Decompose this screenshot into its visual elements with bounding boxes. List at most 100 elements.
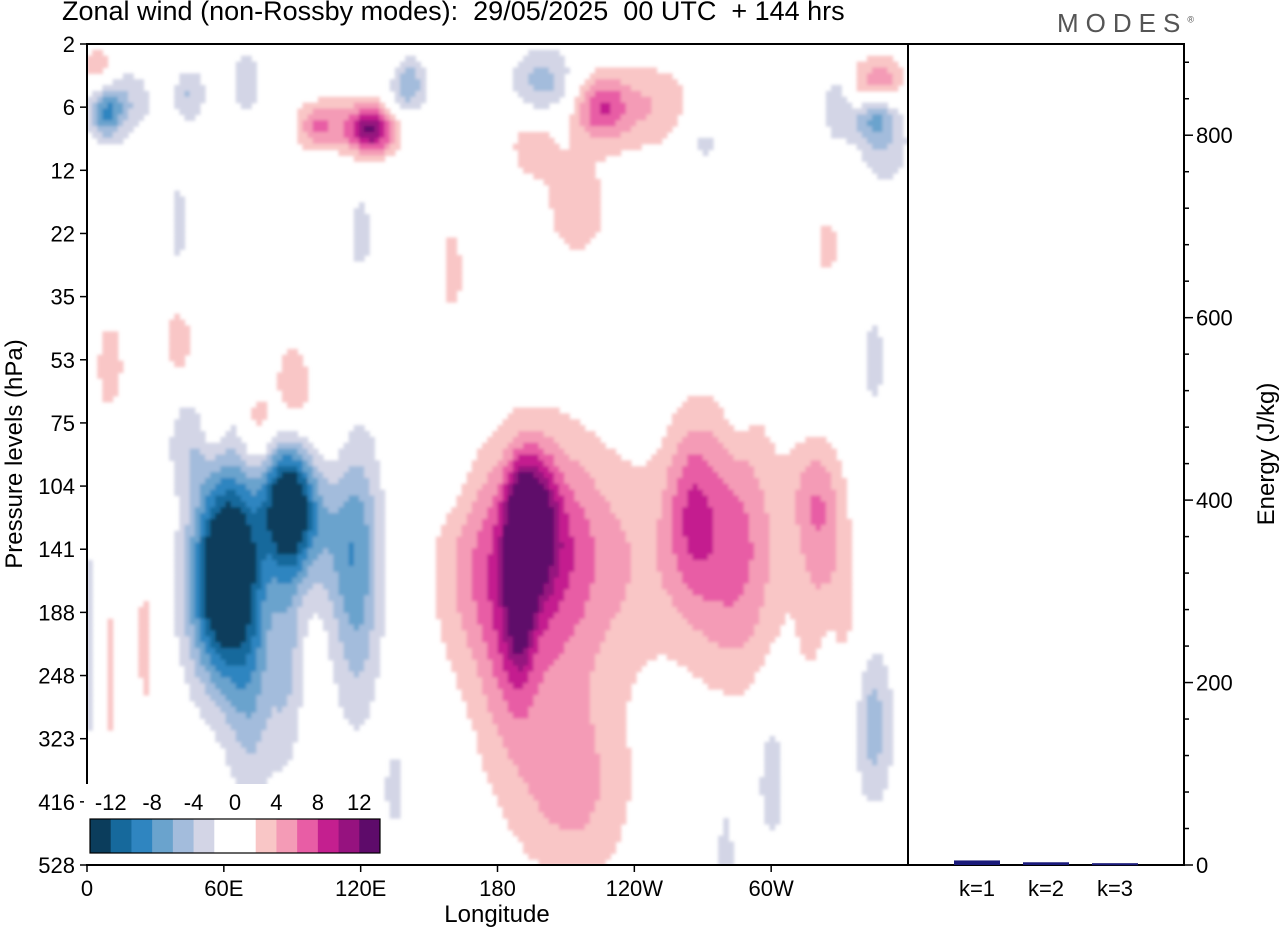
field-cell bbox=[179, 79, 201, 86]
field-cell bbox=[764, 495, 796, 503]
field-cell bbox=[276, 706, 283, 714]
field-cell bbox=[179, 507, 191, 514]
field-cell bbox=[174, 237, 186, 244]
field-cell bbox=[251, 530, 273, 538]
field-cell bbox=[872, 389, 878, 397]
field-cell bbox=[189, 560, 196, 567]
field-cell bbox=[333, 560, 350, 567]
field-cell bbox=[210, 530, 252, 538]
field-cell bbox=[323, 548, 329, 555]
field-cell bbox=[400, 61, 422, 69]
field-cell bbox=[199, 483, 216, 491]
field-cell bbox=[866, 730, 883, 737]
field-cell bbox=[261, 612, 273, 620]
field-cell bbox=[369, 583, 375, 590]
field-cell bbox=[374, 501, 386, 508]
field-cell bbox=[174, 313, 180, 321]
field-cell bbox=[353, 554, 370, 561]
field-cell bbox=[502, 483, 509, 491]
field-cell bbox=[97, 372, 119, 379]
field-cell bbox=[594, 665, 642, 673]
field-cell bbox=[343, 712, 370, 719]
field-cell bbox=[872, 126, 883, 133]
field-cell bbox=[297, 126, 304, 133]
field-cell bbox=[307, 477, 319, 485]
field-cell bbox=[548, 67, 570, 74]
field-cell bbox=[620, 79, 678, 86]
field-cell bbox=[507, 648, 514, 655]
field-cell bbox=[677, 565, 750, 573]
field-cell bbox=[836, 501, 848, 508]
field-cell bbox=[476, 671, 493, 678]
field-cell bbox=[594, 806, 627, 813]
field-cell bbox=[97, 108, 103, 115]
field-cell bbox=[451, 665, 478, 673]
field-cell bbox=[256, 665, 268, 673]
field-cell bbox=[189, 606, 196, 614]
field-cell bbox=[189, 536, 201, 544]
field-cell bbox=[523, 683, 540, 690]
field-cell bbox=[861, 694, 868, 702]
energy-tick-label: 800 bbox=[1196, 123, 1233, 148]
field-cell bbox=[179, 108, 201, 115]
field-cell bbox=[374, 519, 386, 526]
field-cell bbox=[435, 601, 458, 608]
field-cell bbox=[235, 61, 257, 69]
field-cell bbox=[497, 483, 504, 491]
field-cell bbox=[476, 495, 493, 503]
field-cell bbox=[677, 448, 729, 456]
field-cell bbox=[502, 636, 514, 643]
field-cell bbox=[384, 126, 391, 133]
field-cell bbox=[266, 519, 309, 526]
field-cell bbox=[512, 67, 535, 74]
field-cell bbox=[348, 612, 365, 620]
field-cell bbox=[205, 583, 252, 590]
field-cell bbox=[512, 648, 524, 655]
field-cell bbox=[723, 477, 760, 485]
field-cell bbox=[810, 460, 822, 467]
field-cell bbox=[820, 524, 837, 532]
field-cell bbox=[528, 788, 601, 796]
field-cell bbox=[189, 472, 211, 479]
field-cell bbox=[400, 73, 416, 80]
field-cell bbox=[225, 747, 247, 755]
field-cell bbox=[533, 794, 601, 802]
y-tick-label: 53 bbox=[51, 348, 75, 373]
field-cell bbox=[487, 589, 499, 596]
field-cell bbox=[220, 653, 247, 661]
field-cell bbox=[877, 759, 894, 766]
field-cell bbox=[225, 712, 247, 719]
field-cell bbox=[594, 67, 658, 74]
field-cell bbox=[271, 618, 298, 626]
field-cell bbox=[461, 624, 483, 632]
field-cell bbox=[692, 589, 745, 596]
field-cell bbox=[394, 90, 401, 98]
field-cell bbox=[877, 173, 894, 180]
field-cell bbox=[138, 653, 150, 661]
field-cell bbox=[502, 601, 540, 608]
colorbar: -12 -8 -4 0 4 8 12 bbox=[84, 784, 382, 864]
field-cell bbox=[261, 671, 293, 678]
field-cell bbox=[117, 126, 134, 133]
field-cell bbox=[369, 489, 386, 497]
field-cell bbox=[87, 606, 93, 614]
field-cell bbox=[338, 477, 370, 485]
y-axis-label: Pressure levels (hPa) bbox=[1, 339, 28, 568]
field-cell bbox=[625, 102, 653, 110]
field-cell bbox=[666, 653, 765, 661]
field-cell bbox=[748, 636, 776, 643]
field-cell bbox=[559, 601, 586, 608]
field-cell bbox=[328, 589, 340, 596]
field-cell bbox=[379, 120, 386, 127]
field-cell bbox=[353, 560, 370, 567]
field-cells bbox=[87, 49, 908, 865]
field-cell bbox=[374, 126, 381, 133]
field-cell bbox=[656, 565, 678, 573]
field-cell bbox=[866, 337, 883, 344]
field-cell bbox=[328, 507, 340, 514]
field-cell bbox=[369, 636, 381, 643]
field-cell bbox=[759, 782, 781, 790]
field-cell bbox=[507, 753, 601, 761]
field-cell bbox=[256, 741, 293, 749]
field-cell bbox=[589, 818, 627, 825]
